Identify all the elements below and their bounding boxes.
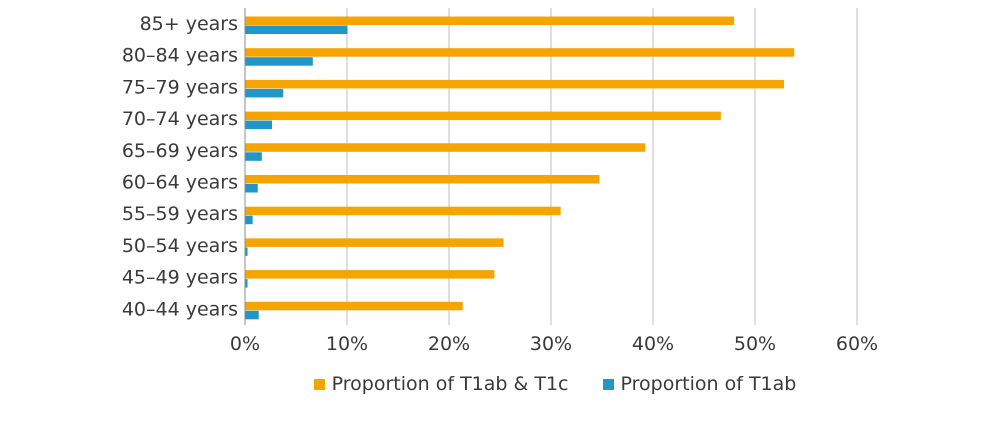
bar-t1ab xyxy=(245,57,313,66)
x-tick-label: 50% xyxy=(734,333,776,355)
category-label: 65–69 years xyxy=(122,140,238,162)
category-label: 75–79 years xyxy=(122,76,238,98)
category-label: 40–44 years xyxy=(122,298,238,320)
bar-t1ab xyxy=(245,279,248,288)
category-label: 80–84 years xyxy=(122,45,238,67)
bar-t1ab xyxy=(245,152,262,161)
bar-t1ab xyxy=(245,310,259,320)
bar-t1ab-t1c xyxy=(245,175,600,184)
category-label: 55–59 years xyxy=(122,203,238,225)
legend: Proportion of T1ab & T1c Proportion of T… xyxy=(0,370,1000,398)
bar-t1ab-t1c xyxy=(245,143,646,152)
bar-t1ab xyxy=(245,215,253,225)
category-label: 85+ years xyxy=(140,13,238,35)
category-label: 70–74 years xyxy=(122,108,238,130)
legend-item-t1ab-t1c: Proportion of T1ab & T1c xyxy=(313,373,569,395)
legend-label-t1ab-t1c: Proportion of T1ab & T1c xyxy=(331,373,569,395)
legend-swatch-orange xyxy=(313,378,325,390)
x-tick-label: 30% xyxy=(530,333,572,355)
legend-label-t1ab: Proportion of T1ab xyxy=(620,373,797,395)
category-labels: 85+ years 80–84 years 75–79 years 70–74 yea… xyxy=(122,13,238,320)
legend-item-t1ab: Proportion of T1ab xyxy=(602,373,797,395)
x-tick-label: 0% xyxy=(230,333,260,355)
x-tick-label: 60% xyxy=(836,333,878,355)
gridlines xyxy=(244,8,858,325)
bar-t1ab xyxy=(245,184,258,193)
bar-t1ab-t1c xyxy=(245,238,504,247)
bar-t1ab-t1c xyxy=(245,206,561,216)
bar-t1ab-t1c xyxy=(245,301,463,311)
bar-t1ab-t1c xyxy=(245,48,795,57)
x-tick-label: 10% xyxy=(326,333,368,355)
bars xyxy=(245,16,795,320)
bar-t1ab xyxy=(245,25,348,34)
bar-t1ab-t1c xyxy=(245,16,735,25)
bar-t1ab-t1c xyxy=(245,79,785,89)
category-label: 50–54 years xyxy=(122,235,238,257)
x-tick-labels: 0% 10% 20% 30% 40% 50% 60% xyxy=(230,333,878,355)
legend-swatch-blue xyxy=(602,378,614,390)
x-tick-label: 40% xyxy=(632,333,674,355)
bar-t1ab-t1c xyxy=(245,111,721,121)
category-label: 45–49 years xyxy=(122,267,238,289)
bar-t1ab xyxy=(245,247,248,256)
category-label: 60–64 years xyxy=(122,172,238,194)
bar-t1ab xyxy=(245,120,273,130)
bar-t1ab-t1c xyxy=(245,270,495,279)
bar-t1ab xyxy=(245,88,284,98)
x-tick-label: 20% xyxy=(428,333,470,355)
